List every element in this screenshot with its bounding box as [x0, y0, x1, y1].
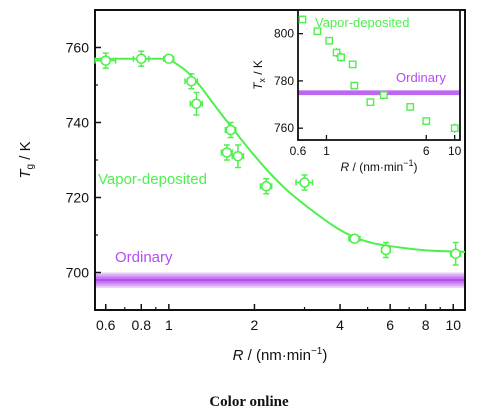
- main-y-tick-label: 740: [66, 115, 90, 131]
- vapor-marker: [100, 55, 112, 66]
- inset-vapor-data-point: [325, 36, 334, 45]
- vapor-marker: [186, 75, 197, 87]
- inset-vapor-marker: [332, 48, 341, 57]
- inset-vapor-data-point: [337, 52, 345, 62]
- vapor-marker: [299, 177, 310, 188]
- inset-vapor-data-point: [366, 98, 375, 107]
- main-x-tick-label: 0.8: [132, 317, 152, 333]
- vapor-data-point: [220, 144, 233, 161]
- vapor-marker: [349, 233, 360, 245]
- vapor-data-point: [189, 91, 203, 116]
- vapor-series-label: Vapor-deposited: [98, 171, 207, 188]
- inset-vapor-marker: [379, 91, 388, 99]
- main-x-axis-label: R / (nm·min−1): [233, 346, 328, 364]
- inset-ordinary-band-group: [298, 90, 460, 96]
- main-x-tick-label: 8: [422, 317, 430, 333]
- main-y-axis-label: Tg / K: [17, 141, 36, 178]
- main-ticks: 0.6 0.8 1 2 4 6 8 10 700 720 740 760: [66, 40, 462, 334]
- inset-vapor-marker: [450, 124, 459, 133]
- main-x-tick-label: 10: [445, 317, 461, 333]
- inset-x-tick-label: 0.6: [290, 144, 307, 158]
- ordinary-band-stripe: [95, 272, 465, 275]
- vapor-data-point: [231, 144, 245, 169]
- inset-x-tick-label: 6: [423, 144, 430, 158]
- vapor-marker: [450, 248, 461, 260]
- vapor-data-point: [132, 50, 150, 67]
- inset-vapor-marker: [350, 81, 359, 90]
- inset-vapor-data-point: [332, 47, 341, 58]
- main-x-tick-label: 4: [336, 317, 344, 333]
- inset-vapor-marker: [313, 27, 322, 36]
- figure-caption: Color online: [209, 394, 289, 410]
- vapor-data-point: [259, 178, 273, 195]
- main-x-tick-label: 6: [386, 317, 394, 333]
- inset-y-tick-label: 800: [274, 27, 294, 41]
- inset-background: [298, 10, 460, 140]
- main-x-tick-label: 0.6: [96, 317, 116, 333]
- ordinary-band-stripe: [95, 283, 465, 286]
- inset-ordinary-series-label: Ordinary: [396, 70, 446, 85]
- inset-vapor-marker: [422, 117, 431, 125]
- inset-vapor-marker: [406, 103, 415, 111]
- inset-vapor-data-point: [348, 60, 357, 69]
- vapor-data-point: [94, 52, 117, 69]
- ordinary-series-label: Ordinary: [115, 249, 173, 266]
- vapor-marker: [163, 53, 175, 65]
- inset-vapor-points: [298, 15, 459, 133]
- main-y-tick-label: 760: [66, 40, 90, 56]
- vapor-marker: [380, 244, 392, 256]
- inset-vapor-data-point: [379, 91, 388, 99]
- inset-ticks: 0.6 1 6 10 760 780 800: [274, 27, 462, 158]
- inset-vapor-marker: [337, 53, 345, 62]
- vapor-marker: [232, 150, 244, 162]
- inset-vapor-marker: [348, 60, 357, 69]
- main-y-tick-label: 720: [66, 190, 90, 206]
- inset-vapor-data-point: [313, 27, 322, 36]
- ordinary-band-stripe: [95, 274, 465, 278]
- main-chart: 0.6 0.8 1 2 4 6 8 10 700 720 740 760 Vapor-deposite…: [17, 9, 466, 364]
- vapor-marker: [191, 98, 202, 110]
- inset-x-axis-label: R / (nm·min−1): [341, 158, 418, 174]
- ordinary-band-group: [95, 272, 465, 288]
- inset-y-tick-label: 780: [274, 74, 294, 88]
- vapor-marker: [260, 180, 272, 192]
- inset-vapor-data-point: [406, 103, 415, 111]
- main-x-tick-label: 2: [251, 317, 259, 333]
- inset-chart: 0.6 1 6 10 760 780 800 Vapor-deposited Ordinar…: [251, 9, 462, 174]
- inset-x-tick-label: 1: [323, 144, 330, 158]
- vapor-data-point: [184, 73, 199, 90]
- inset-x-tick-label: 10: [448, 144, 462, 158]
- vapor-data-point: [449, 241, 462, 266]
- vapor-marker: [221, 147, 233, 158]
- vapor-data-point: [380, 241, 392, 259]
- ordinary-band-stripe: [95, 276, 465, 280]
- inset-vapor-marker: [325, 36, 334, 45]
- vapor-data-point: [295, 174, 314, 191]
- inset-ordinary-band: [298, 90, 460, 96]
- vapor-data-point: [348, 233, 361, 245]
- inset-vapor-data-point: [422, 117, 431, 125]
- inset-y-tick-label: 760: [274, 121, 294, 135]
- ordinary-band-stripe: [95, 281, 465, 284]
- vapor-marker: [135, 53, 147, 65]
- inset-y-axis-label: Tx / K: [251, 60, 267, 90]
- inset-vapor-marker: [298, 15, 307, 24]
- inset-vapor-data-point: [450, 123, 459, 133]
- vapor-points: [94, 50, 462, 266]
- ordinary-band-stripe: [95, 285, 465, 288]
- main-x-tick-label: 1: [165, 317, 173, 333]
- inset-vapor-series-label: Vapor-deposited: [315, 15, 409, 30]
- vapor-marker: [225, 124, 236, 136]
- inset-vapor-marker: [366, 98, 375, 107]
- inset-vapor-data-point: [298, 15, 307, 24]
- main-y-tick-label: 700: [66, 265, 90, 281]
- vapor-data-point: [163, 53, 175, 65]
- vapor-data-point: [224, 121, 237, 139]
- inset-vapor-data-point: [350, 81, 359, 90]
- inset-plot-frame: [297, 9, 461, 141]
